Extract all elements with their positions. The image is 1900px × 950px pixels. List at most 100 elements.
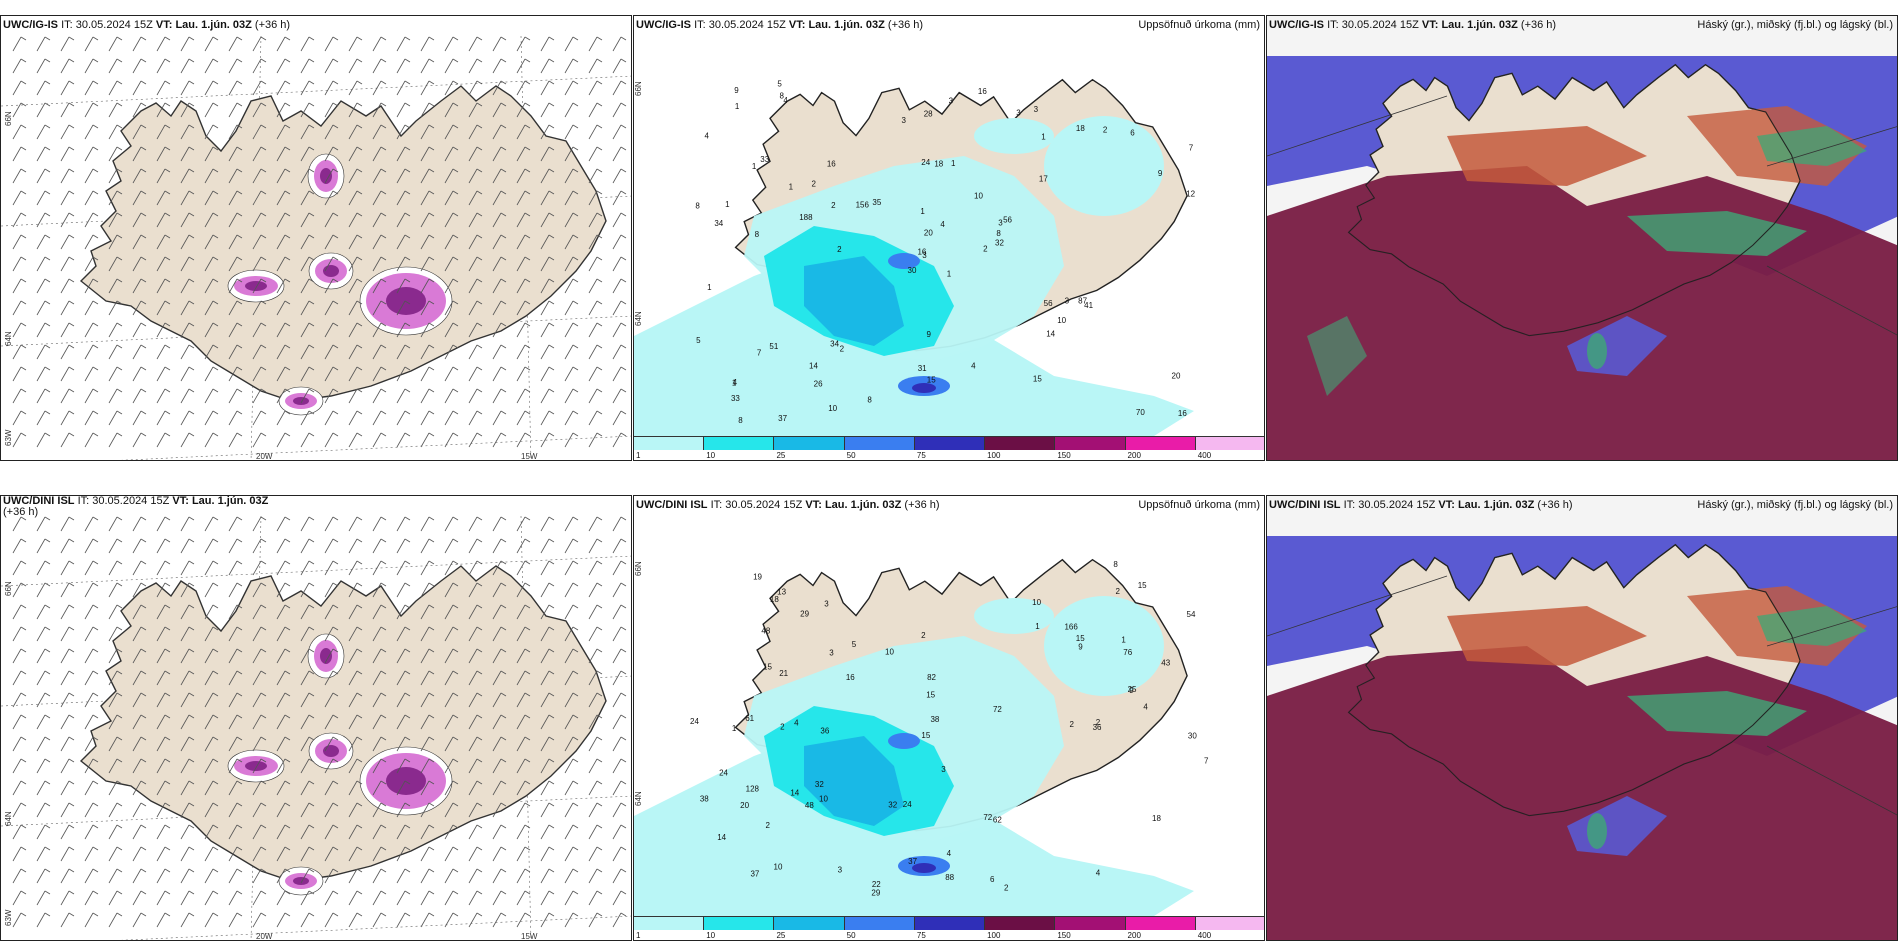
precip-amount-label: 9 — [927, 330, 932, 339]
precip-amount-label: 1 — [789, 182, 794, 191]
colorbar-swatch — [1125, 916, 1196, 930]
precip-amount-label: 88 — [945, 873, 954, 882]
precip-amount-label: 36 — [1093, 723, 1102, 732]
precip-map: 2423410151424304829224337546282617272483… — [634, 558, 1209, 926]
precip-amount-label: 16 — [978, 87, 987, 96]
precip-amount-label: 15 — [921, 731, 930, 740]
precip-amount-label: 20 — [1172, 372, 1181, 381]
it-label: IT: — [77, 495, 90, 507]
precip-amount-label: 24 — [903, 800, 912, 809]
precip-amount-label: 1 — [725, 200, 730, 209]
precip-amount-label: 24 — [690, 717, 699, 726]
precip-amount-label: 1 — [951, 159, 956, 168]
precip-amount-label: 17 — [1039, 174, 1048, 183]
precip-amount-label: 41 — [1084, 301, 1093, 310]
precip-amount-label: 3 — [829, 649, 834, 658]
it-value: 30.05.2024 15Z — [725, 499, 803, 511]
model-name: UWC/IG-IS — [1269, 19, 1324, 31]
precip-amount-label: 4 — [947, 849, 952, 858]
precip-amount-label: 15 — [1076, 634, 1085, 643]
precip-amount-label: 8 — [1113, 560, 1118, 569]
precip-amount-label: 33 — [731, 394, 740, 403]
precip-amount-label: 9 — [1158, 169, 1163, 178]
it-value: 30.05.2024 15Z — [1358, 499, 1436, 511]
precip-amount-label: 33 — [760, 155, 769, 164]
it-label: IT: — [1327, 19, 1339, 31]
precip-amount-label: 3 — [1065, 296, 1070, 305]
precip-amount-label: 34 — [830, 340, 839, 349]
precip-amount-label: 37 — [778, 414, 787, 423]
colorbar-label: 400 — [1197, 451, 1212, 460]
precip-amount-label: 20 — [924, 228, 933, 237]
colorbar-label: 1 — [636, 931, 641, 940]
precip-amount-label: 82 — [927, 673, 936, 682]
precip-amount-label: 5 — [696, 336, 701, 345]
precip-amount-label: 3 — [824, 600, 829, 609]
precip-amount-label: 2 — [812, 180, 817, 189]
precip-amount-label: 30 — [908, 266, 917, 275]
precip-amount-label: 4 — [783, 96, 788, 105]
colorbar: 1 10 25 50 75 100 150 200 400 — [634, 436, 1264, 460]
cloud-map — [1267, 16, 1897, 460]
precip-amount-label: 2 — [780, 722, 785, 731]
precip-amount-label: 72 — [983, 813, 992, 822]
colorbar: 1 10 25 50 75 100 150 200 400 — [634, 916, 1264, 940]
precip-amount-label: 5 — [777, 79, 782, 88]
precip-amount-label: 22 — [872, 880, 881, 889]
precip-amount-label: 2 — [1070, 720, 1075, 729]
colorbar-swatch — [1195, 916, 1264, 930]
precip-amount-label: 38 — [700, 794, 709, 803]
precip-amount-label: 56 — [1044, 299, 1053, 308]
colorbar-swatch — [634, 916, 705, 930]
precip-amount-label: 3 — [998, 219, 1003, 228]
precip-amount-label: 72 — [993, 705, 1002, 714]
it-label: IT: — [710, 499, 723, 511]
precip-amount-label: 1 — [920, 207, 925, 216]
precip-amount-label: 7 — [1204, 757, 1209, 766]
cloud-title: Háský (gr.), miðský (fj.bl.) og lágský (… — [1697, 499, 1893, 511]
it-label: IT: — [1343, 499, 1356, 511]
lat-label-top: 66N — [634, 561, 643, 576]
precip-amount-label: 4 — [733, 378, 738, 387]
precip-amount-label: 34 — [714, 219, 723, 228]
precip-amount-label: 10 — [974, 191, 983, 200]
it-label: IT: — [694, 19, 706, 31]
it-label: IT: — [61, 19, 73, 31]
precip-amount-label: 5 — [852, 640, 857, 649]
vt-label: VT: — [1438, 499, 1455, 511]
precip-amount-label: 2 — [921, 631, 926, 640]
precip-amount-label: 10 — [819, 795, 828, 804]
it-value: 30.05.2024 15Z — [1341, 19, 1419, 31]
precip-amount-label: 1 — [707, 283, 712, 292]
panel-title: UWC/IG-IS IT: 30.05.2024 15Z VT: Lau. 1.… — [636, 19, 923, 31]
precip-amount-label: 8 — [755, 230, 760, 239]
precip-amount-label: 2 — [1004, 884, 1009, 893]
precip-amount-label: 15 — [1033, 375, 1042, 384]
colorbar-swatch — [914, 916, 986, 930]
precip-amount-label: 37 — [908, 857, 917, 866]
vt-value: Lau. 1.jún. 03Z — [1441, 19, 1518, 31]
model-name: UWC/IG-IS — [3, 19, 58, 31]
colorbar-swatch — [1195, 436, 1264, 450]
precip-amount-label: 24 — [921, 158, 930, 167]
precip-amount-label: 3 — [1034, 105, 1039, 114]
precip-amount-label: 25 — [1128, 685, 1137, 694]
precip-amount-label: 4 — [971, 361, 976, 370]
wind-map-panel-row2: UWC/DINI ISL IT: 30.05.2024 15Z VT: Lau.… — [0, 495, 632, 941]
colorbar-label: 400 — [1197, 931, 1212, 940]
precip-amount-label: 29 — [871, 889, 880, 898]
cloud-map — [1267, 496, 1897, 940]
model-name: UWC/DINI ISL — [3, 495, 75, 507]
wind-map — [1, 515, 631, 940]
vt-label: VT: — [1421, 19, 1439, 31]
lat-label-bottom: 63W — [4, 909, 13, 926]
precip-amount-label: 2 — [831, 201, 836, 210]
precip-amount-label: 6 — [1130, 129, 1135, 138]
precip-amount-label: 1 — [1121, 635, 1126, 644]
lead-time: (+36 h) — [254, 19, 291, 31]
colorbar-label: 25 — [776, 451, 786, 460]
precip-amount-label: 32 — [815, 780, 824, 789]
precip-amount-label: 43 — [1161, 659, 1170, 668]
colorbar-label: 25 — [776, 931, 786, 940]
model-name: UWC/DINI ISL — [636, 499, 708, 511]
